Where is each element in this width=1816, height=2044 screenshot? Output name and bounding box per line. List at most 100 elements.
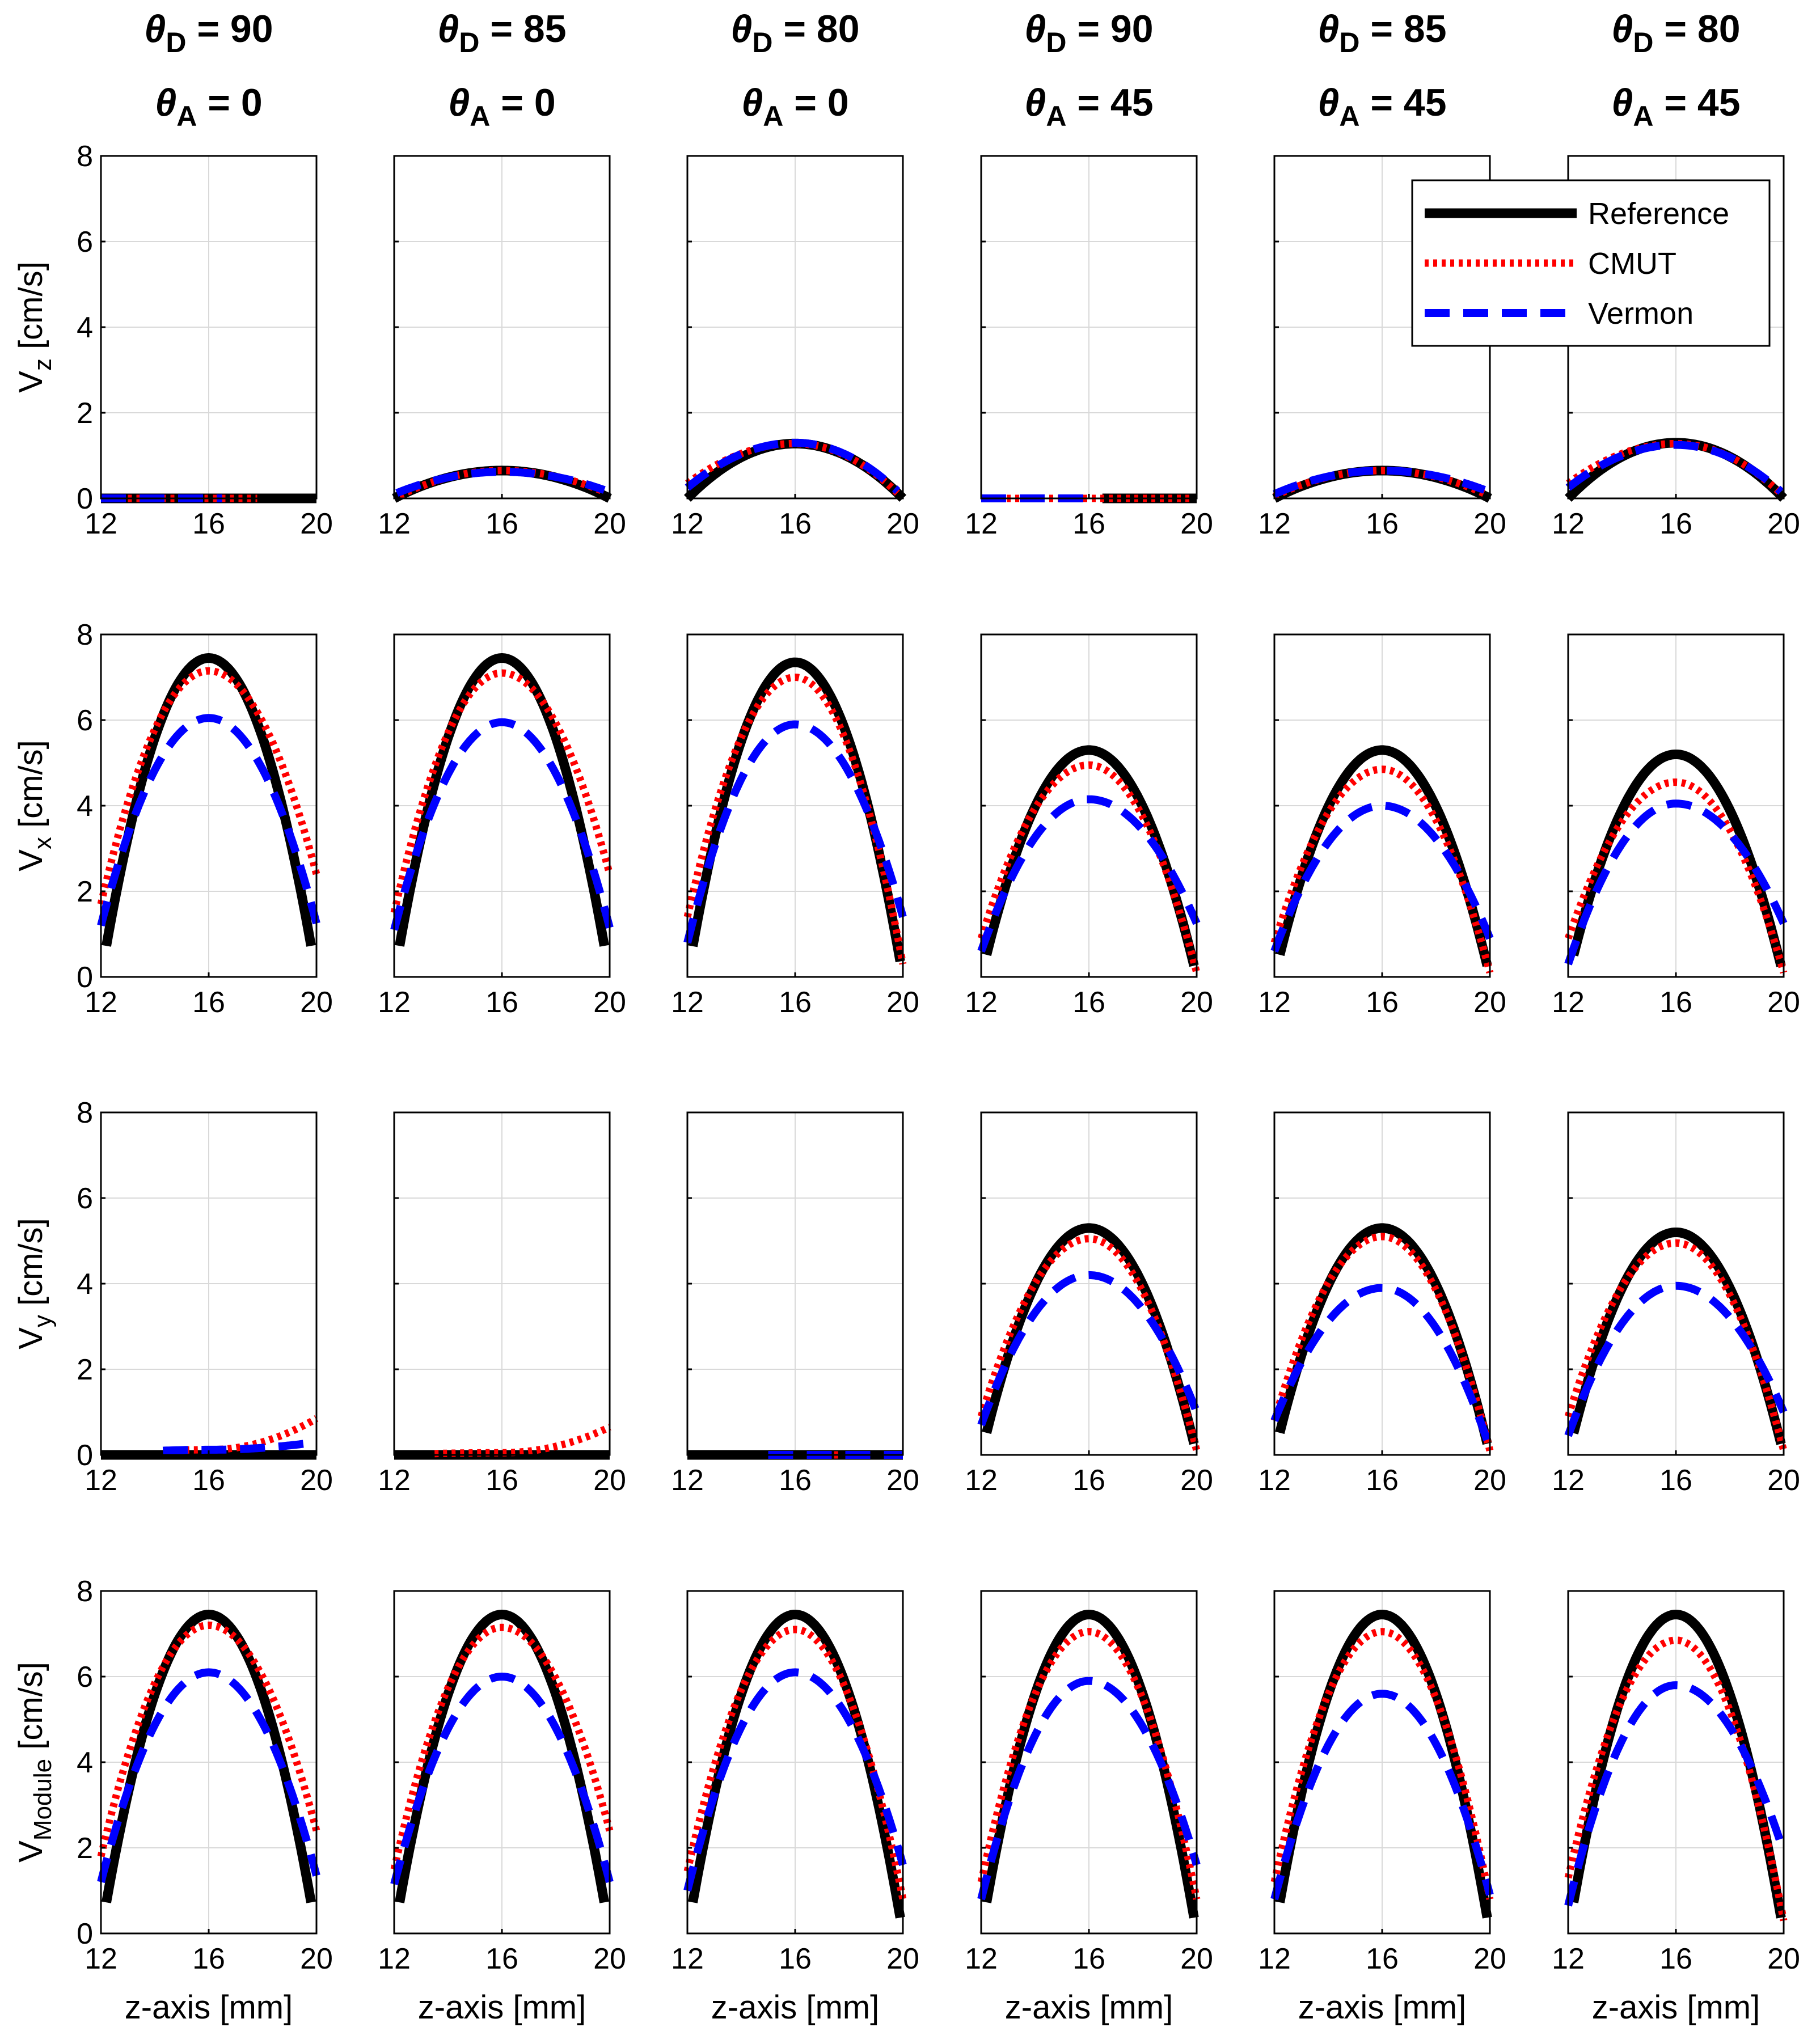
panel-r1-c3: 12 16 20 [671,155,919,540]
x-tick-label: 12 [378,1464,411,1497]
panel-r2-c3: 12 16 20 [671,633,919,1019]
reference-series-line [395,1610,609,1903]
x-tick-label: 16 [485,986,518,1019]
vermon-series-line [1564,1681,1788,1907]
x-tick-label: 12 [671,507,704,540]
cmut-series-line [434,1423,611,1458]
x-tick-label: 12 [1258,1943,1291,1975]
x-tick-label: 12 [85,1464,117,1497]
x-tick-label: 12 [1552,1943,1585,1975]
x-tick-label: 20 [1180,1464,1213,1497]
vermon-series-line [1565,441,1784,495]
x-tick-label: 12 [965,986,998,1019]
vermon-series-line [1564,1281,1788,1437]
y-tick-label: 8 [77,619,93,651]
x-tick-label: 12 [1552,986,1585,1019]
vermon-series-line [977,1271,1201,1427]
panel-r4-c6: 12 16 20 [1552,1590,1800,1975]
x-tick-label: 20 [1180,986,1213,1019]
x-tick-label: 16 [192,1943,225,1975]
cmut-series-line [977,1628,1201,1900]
x-tick-label: 12 [1258,1464,1291,1497]
panel-r4-c5: 12 16 20 [1258,1590,1506,1975]
y-axis-label: Vx [cm/s] [12,740,57,871]
x-axis-label: z-axis [mm] [1298,1989,1466,2026]
x-tick-label: 16 [779,1464,812,1497]
vermon-series-line [97,1668,320,1884]
cmut-series-line [1270,1233,1494,1451]
x-tick-label: 20 [1767,1464,1800,1497]
panel-r1-c1: 12 16 20 0 2 4 6 8 [77,140,333,540]
reference-series-line [1569,750,1786,967]
reference-series-line [102,1610,316,1903]
x-tick-label: 20 [593,1943,626,1975]
cmut-series-line [1273,467,1486,500]
cmut-series-line [1564,778,1788,974]
reference-series-line [395,653,609,947]
x-tick-label: 16 [1366,986,1399,1019]
legend: Reference CMUT Vermon [1411,179,1771,347]
x-tick-label: 12 [85,1943,117,1975]
x-tick-label: 16 [779,1943,812,1975]
x-tick-label: 16 [779,986,812,1019]
vermon-series-line [395,468,606,497]
x-tick-label: 16 [1366,1464,1399,1497]
legend-label-vermon: Vermon [1588,297,1693,331]
x-tick-label: 16 [1659,507,1692,540]
column-title-theta-d: θD = 85 [437,7,566,58]
x-tick-label: 16 [192,507,225,540]
y-tick-label: 8 [77,1575,93,1608]
column-title-theta-a: θA = 45 [1317,81,1446,132]
vermon-series-line [683,1668,907,1892]
panel-r3-c2: 12 16 20 [378,1111,626,1497]
reference-series-line [1569,1228,1786,1445]
y-tick-label: 6 [77,226,93,259]
x-tick-label: 12 [965,1943,998,1975]
x-tick-label: 20 [886,507,919,540]
x-tick-label: 20 [1473,986,1506,1019]
x-tick-label: 16 [485,1943,518,1975]
cmut-series-line [97,667,320,905]
x-tick-label: 12 [1258,507,1291,540]
x-tick-label: 20 [1767,986,1800,1019]
x-tick-label: 12 [85,507,117,540]
legend-label-reference: Reference [1588,197,1729,231]
x-tick-label: 16 [1072,1943,1105,1975]
y-tick-label: 2 [77,397,93,430]
y-tick-label: 4 [77,1746,93,1779]
x-tick-label: 12 [671,1943,704,1975]
x-tick-label: 20 [300,1943,333,1975]
y-tick-label: 0 [77,961,93,994]
panel-r3-c1: 12 16 20 0 2 4 6 8 [77,1097,333,1497]
y-axis-label: VModule [cm/s] [12,1662,57,1863]
x-tick-label: 20 [1473,507,1506,540]
vermon-series-line [1270,801,1494,953]
x-tick-label: 16 [1659,1464,1692,1497]
x-tick-label: 20 [1473,1943,1506,1975]
vermon-series-line [977,795,1201,953]
vermon-series-line [685,438,901,494]
x-tick-label: 16 [1072,1464,1105,1497]
column-title-theta-d: θD = 80 [730,7,859,58]
column-title-theta-a: θA = 45 [1024,81,1153,132]
vermon-series-line [390,1672,614,1885]
column-title-theta-d: θD = 80 [1611,7,1740,58]
reference-series-line [102,653,316,947]
x-axis-label: z-axis [mm] [1592,1989,1760,2026]
column-title-theta-a: θA = 0 [155,81,262,132]
y-tick-label: 2 [77,875,93,908]
panel-r3-c4: 12 16 20 [965,1111,1213,1497]
y-axis-label: Vz [cm/s] [12,261,57,392]
row-y-labels: Vz [cm/s] Vx [cm/s] Vy [cm/s] VModule [cm/s… [12,261,57,1863]
y-tick-label: 2 [77,1832,93,1865]
x-tick-label: 16 [1659,986,1692,1019]
y-tick-label: 4 [77,311,93,344]
x-tick-label: 12 [671,986,704,1019]
vermon-series-line [1270,1690,1494,1901]
x-tick-label: 20 [886,986,919,1019]
panel-r3-c3: 12 16 20 [671,1111,919,1497]
cmut-series-line [390,669,614,914]
x-tick-label: 16 [1072,507,1105,540]
